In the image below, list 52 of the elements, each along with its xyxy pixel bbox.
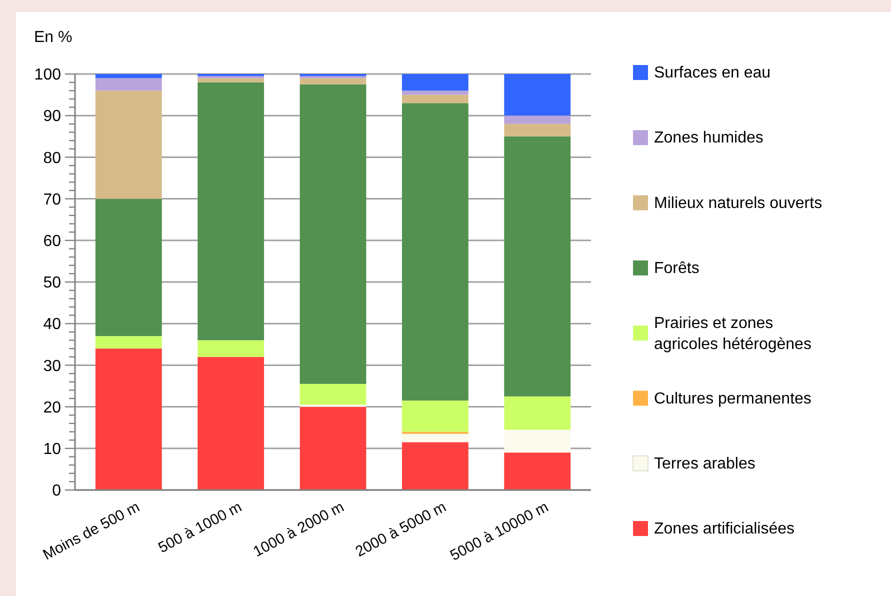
legend-label: Cultures permanentes [654, 390, 812, 408]
bar [198, 78, 264, 82]
bar [504, 116, 571, 124]
bar [198, 82, 264, 340]
bar [504, 452, 571, 490]
legend-label: Zones humides [654, 130, 764, 147]
bar [402, 434, 468, 442]
y-tick-label: 70 [43, 191, 62, 208]
bar [504, 136, 571, 396]
bar [95, 336, 162, 349]
y-tick-label: 90 [43, 108, 62, 126]
legend-label: Zones artificialisées [654, 520, 794, 538]
bar [504, 74, 571, 116]
bar [300, 406, 366, 490]
bar [300, 84, 366, 384]
y-tick-label: 60 [43, 233, 62, 250]
bar [504, 124, 571, 136]
bar [402, 442, 468, 490]
bar [402, 94, 468, 104]
y-tick-label: 100 [34, 66, 62, 84]
bar [300, 384, 366, 405]
y-tick-label: 10 [43, 441, 62, 458]
x-tick-label: 500 à 1000 m [156, 498, 245, 557]
y-tick-label: 50 [43, 274, 62, 292]
legend-label: Surfaces en eau [654, 64, 771, 82]
bar [402, 74, 468, 91]
bar [95, 348, 162, 490]
x-tick-label: 2000 à 5000 m [352, 498, 450, 561]
y-tick-label: 30 [43, 358, 62, 375]
bar [95, 78, 162, 91]
bar [402, 103, 468, 401]
bar [95, 90, 162, 199]
bar [504, 430, 571, 453]
bar [198, 340, 264, 357]
legend-label: Terres arables [654, 455, 756, 472]
bar [300, 78, 366, 84]
y-tick-label: 20 [43, 399, 62, 416]
bar [198, 356, 264, 490]
x-tick-label: 1000 à 2000 m [250, 498, 347, 561]
bar [95, 74, 162, 78]
bar [95, 198, 162, 336]
bar [402, 400, 468, 432]
y-tick-label: 80 [43, 150, 62, 167]
legend-label: Milieux naturels ouverts [654, 194, 822, 212]
y-axis-title: En % [34, 29, 72, 46]
bar [504, 396, 571, 430]
y-tick-label: 0 [52, 482, 62, 500]
legend-label: Prairies et zones agricoles hétérogènes [654, 315, 812, 353]
legend-label: Forêts [654, 260, 700, 278]
x-tick-label: Moins de 500 m [40, 498, 143, 564]
y-tick-label: 40 [43, 316, 62, 334]
bar [402, 90, 468, 95]
